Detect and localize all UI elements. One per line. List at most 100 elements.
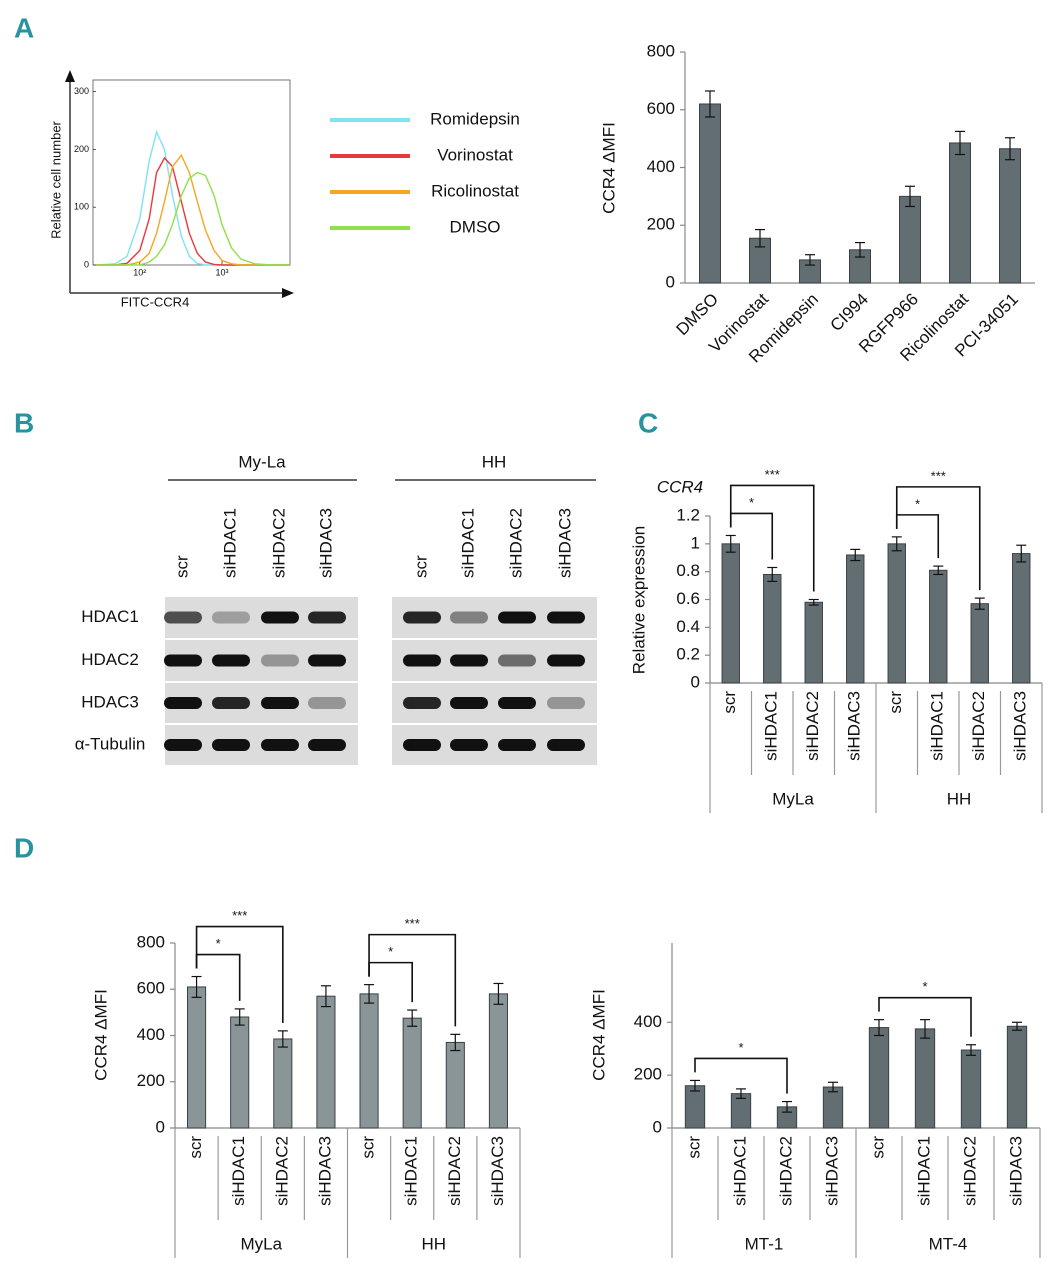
lane-label: siHDAC3 — [555, 508, 574, 578]
x-tick-label: siHDAC3 — [315, 1136, 334, 1206]
histogram-line — [96, 156, 290, 266]
plot-frame — [92, 79, 291, 266]
bar — [868, 1027, 890, 1129]
x-tick-label: siHDAC2 — [969, 691, 988, 761]
bar — [846, 554, 865, 684]
blot-band — [450, 654, 488, 667]
blot-band — [403, 739, 441, 751]
lane-label: siHDAC1 — [220, 508, 239, 578]
lane-label: siHDAC2 — [269, 508, 288, 578]
x-tick-label: siHDAC2 — [272, 1136, 291, 1206]
significance-label: *** — [405, 916, 420, 931]
y-tick-label: 800 — [647, 41, 675, 60]
significance-bracket — [878, 996, 972, 1037]
bar — [1006, 1025, 1028, 1129]
x-tick-label: CI994 — [826, 290, 872, 336]
x-tick-label: siHDAC1 — [762, 691, 781, 761]
blot-band — [450, 739, 488, 751]
blot-band — [547, 739, 585, 751]
significance-bracket — [195, 925, 284, 1023]
panel-label: B — [14, 407, 34, 438]
x-tick-label: scr — [886, 691, 905, 714]
bar — [699, 103, 721, 284]
significance-label: *** — [232, 908, 247, 923]
y-tick-label: 0 — [666, 272, 675, 291]
bar — [804, 601, 823, 684]
y-tick-label: 100 — [74, 202, 89, 212]
legend-label: Ricolinostat — [431, 181, 519, 200]
y-axis-label: CCR4 ΔMFI — [599, 122, 618, 214]
legend-label: Romidepsin — [430, 109, 520, 128]
bar — [488, 993, 508, 1129]
x-tick-label: siHDAC2 — [803, 691, 822, 761]
y-tick-label: 400 — [634, 1012, 662, 1031]
blot-band — [308, 697, 346, 709]
bar — [822, 1086, 844, 1129]
blot-band — [261, 697, 299, 709]
x-tick-label: siHDAC2 — [776, 1136, 795, 1206]
blot-band — [403, 654, 441, 667]
y-tick-label: 200 — [634, 1065, 662, 1084]
group-label: MyLa — [240, 1234, 282, 1253]
y-axis-label: Relative cell number — [48, 120, 63, 238]
y-axis-label: CCR4 ΔMFI — [91, 989, 110, 1081]
blot-band — [164, 739, 202, 751]
x-tick-label: siHDAC3 — [845, 691, 864, 761]
y-axis-label: Relative expression — [629, 526, 648, 674]
group-label: MyLa — [772, 789, 814, 808]
significance-label: * — [388, 944, 393, 959]
bar — [970, 603, 989, 684]
y-tick-label: 200 — [647, 215, 675, 234]
bar — [899, 195, 921, 284]
panel-label: D — [14, 832, 34, 863]
blot-band — [498, 739, 536, 751]
x-axis-label: FITC-CCR4 — [121, 294, 190, 309]
bar — [949, 142, 971, 284]
significance-bracket — [368, 933, 457, 1027]
blot-band — [212, 654, 250, 667]
blot-band — [403, 697, 441, 709]
y-tick-label: 800 — [137, 932, 165, 951]
x-tick-label: siHDAC2 — [960, 1136, 979, 1206]
blot-band — [212, 697, 250, 709]
bar — [402, 1017, 422, 1129]
x-tick-label: siHDAC1 — [402, 1136, 421, 1206]
bar — [684, 1085, 706, 1129]
protein-label: α-Tubulin — [75, 734, 146, 753]
bar — [1012, 553, 1031, 684]
blot-band — [261, 611, 299, 624]
x-tick-label: scr — [359, 1136, 378, 1159]
blot-band — [164, 654, 202, 667]
y-tick-label: 600 — [137, 979, 165, 998]
blot-band — [212, 611, 250, 624]
blot-band — [498, 611, 536, 624]
significance-label: * — [738, 1040, 743, 1055]
blot-band — [547, 654, 585, 667]
bar — [187, 986, 207, 1129]
cell-line-label: HH — [482, 452, 507, 471]
significance-label: *** — [765, 467, 780, 482]
significance-label: * — [749, 495, 754, 510]
bar — [929, 569, 948, 684]
blot-band — [164, 611, 202, 624]
y-tick-label: 600 — [647, 99, 675, 118]
bar — [999, 148, 1021, 284]
y-tick-label: 400 — [647, 157, 675, 176]
x-tick-label: DMSO — [673, 290, 722, 339]
lane-label: siHDAC3 — [316, 508, 335, 578]
bar — [914, 1028, 936, 1129]
axis-arrow — [282, 288, 294, 298]
y-tick-label: 200 — [74, 144, 89, 154]
blot-band — [450, 611, 488, 624]
y-tick-label: 0.4 — [676, 617, 700, 636]
x-tick-label: siHDAC3 — [1011, 691, 1030, 761]
y-tick-label: 0.2 — [676, 645, 700, 664]
significance-label: * — [922, 979, 927, 994]
x-tick-label: 10² — [133, 267, 146, 277]
x-tick-label: scr — [684, 1136, 703, 1159]
blot-band — [212, 739, 250, 751]
bar — [316, 995, 336, 1129]
bar — [230, 1016, 250, 1129]
panel-label: C — [638, 407, 658, 438]
